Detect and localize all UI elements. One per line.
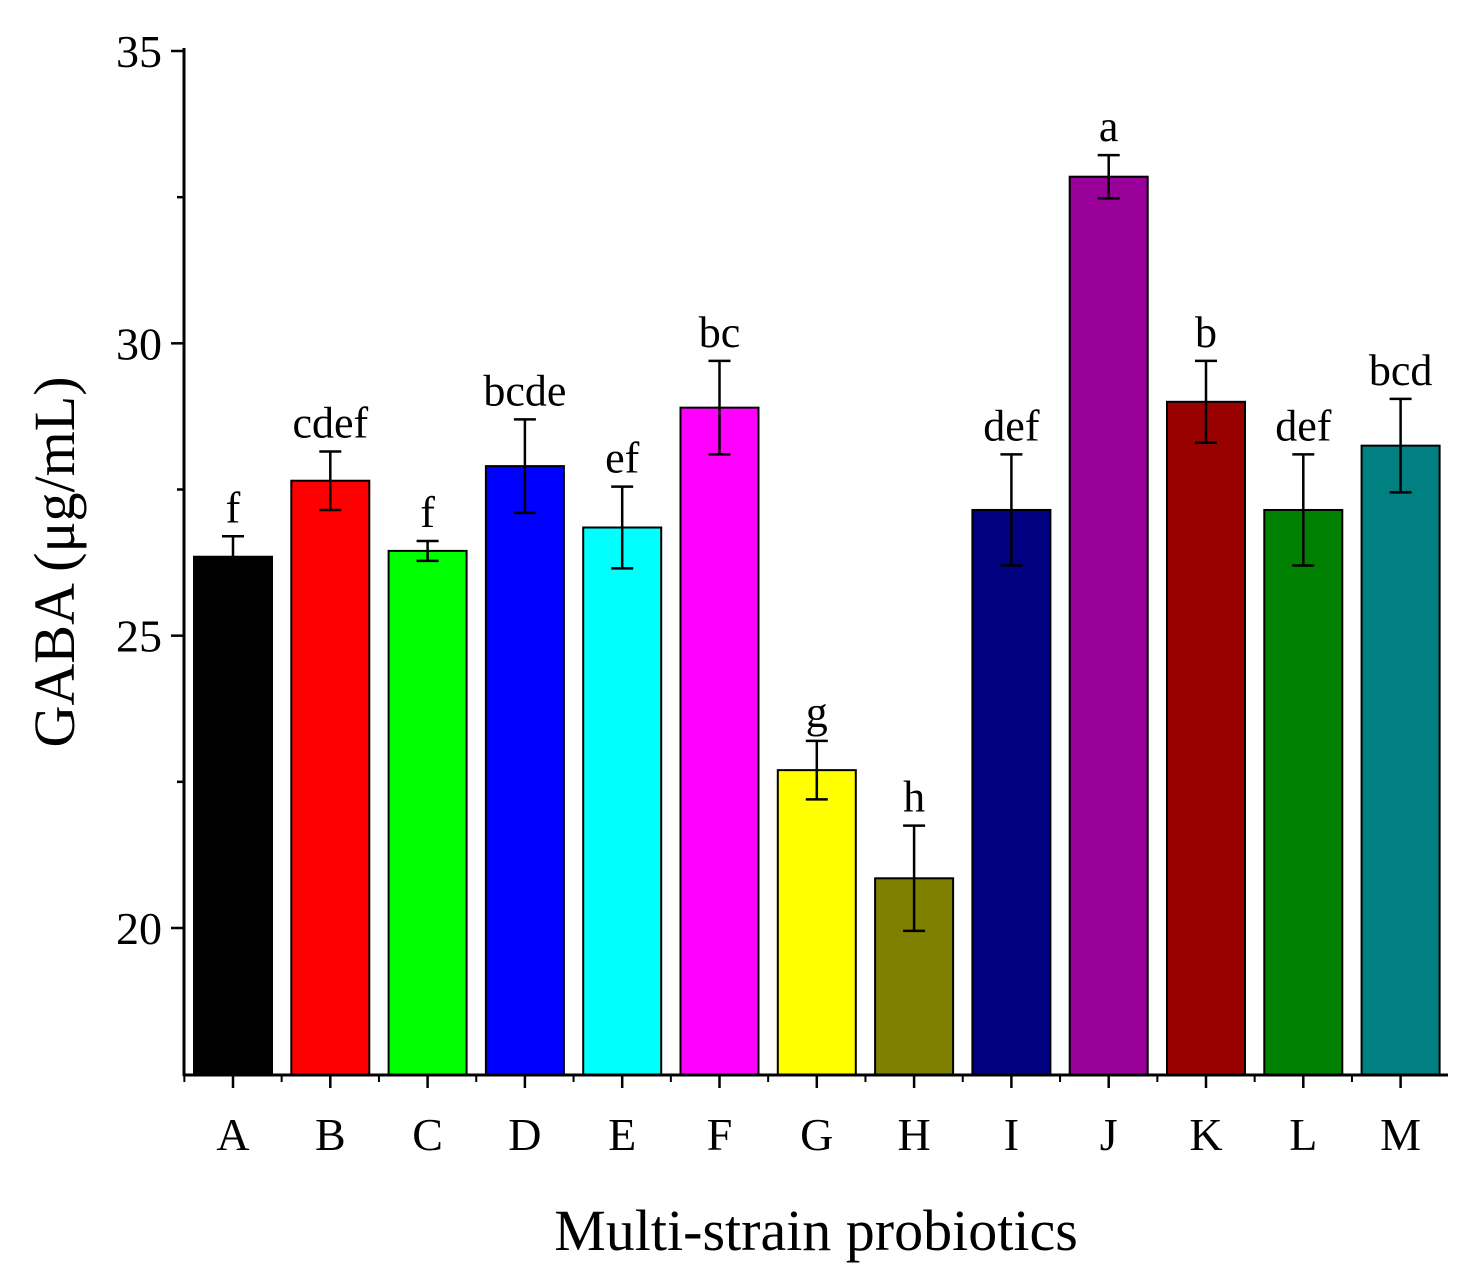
- x-tick-label-m: M: [1380, 1109, 1421, 1160]
- bar-c: [387, 549, 468, 1076]
- x-tick-label-a: A: [216, 1109, 249, 1160]
- x-tick-label-i: I: [1004, 1109, 1019, 1160]
- bar-e: [582, 526, 663, 1076]
- bar-d: [484, 465, 565, 1076]
- significance-label-f: bc: [699, 308, 741, 357]
- significance-label-g: g: [806, 688, 828, 737]
- x-tick-label-j: J: [1100, 1109, 1118, 1160]
- bar-i: [971, 508, 1052, 1077]
- significance-label-l: def: [1275, 401, 1332, 450]
- x-tick-label-c: C: [412, 1109, 443, 1160]
- bar-a: [193, 555, 273, 1076]
- x-tick-label-f: F: [707, 1109, 733, 1160]
- y-tick-label-20: 20: [116, 903, 162, 954]
- significance-label-i: def: [983, 401, 1040, 450]
- error-bars-layer: [222, 153, 1412, 933]
- axes-layer: [171, 48, 1448, 1088]
- bar-j: [1068, 175, 1149, 1077]
- bar-g: [776, 769, 857, 1076]
- significance-label-d: bcde: [483, 366, 566, 415]
- bar-k: [1166, 400, 1246, 1076]
- significance-label-b: cdef: [292, 398, 368, 447]
- x-axis-title: Multi-strain probiotics: [554, 1198, 1078, 1263]
- significance-label-c: f: [420, 488, 435, 537]
- significance-label-e: ef: [605, 434, 640, 483]
- x-tick-label-g: G: [800, 1109, 833, 1160]
- y-tick-label-25: 25: [116, 611, 162, 662]
- bar-m: [1360, 444, 1441, 1076]
- significance-label-h: h: [903, 773, 925, 822]
- significance-label-j: a: [1099, 102, 1119, 151]
- x-tick-label-k: K: [1189, 1109, 1222, 1160]
- significance-label-k: b: [1195, 308, 1217, 357]
- significance-label-a: f: [226, 483, 241, 532]
- x-tick-label-e: E: [608, 1109, 636, 1160]
- bar-f: [679, 406, 760, 1076]
- x-tick-label-l: L: [1289, 1109, 1317, 1160]
- y-axis-title: GABA (μg/mL): [22, 376, 87, 747]
- y-tick-label-35: 35: [116, 26, 162, 77]
- bars-layer: [193, 175, 1441, 1077]
- significance-label-m: bcd: [1369, 346, 1433, 395]
- y-tick-label-30: 30: [116, 318, 162, 369]
- x-tick-label-b: B: [315, 1109, 346, 1160]
- bar-b: [290, 479, 371, 1077]
- bar-l: [1263, 508, 1344, 1077]
- x-tick-label-d: D: [508, 1109, 541, 1160]
- x-tick-label-h: H: [897, 1109, 930, 1160]
